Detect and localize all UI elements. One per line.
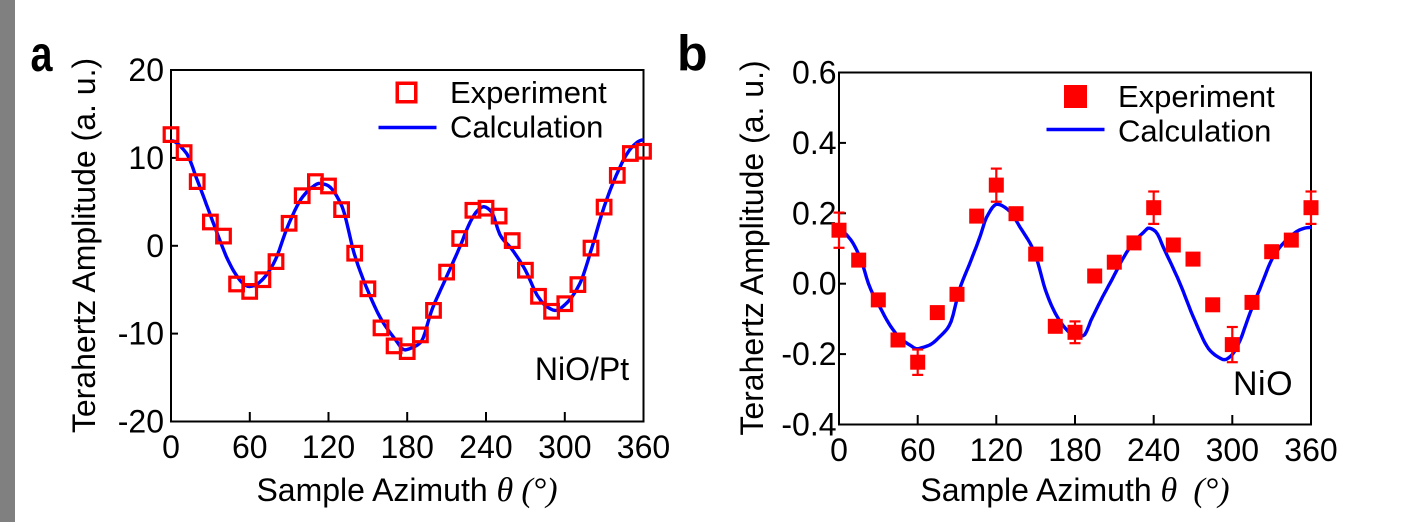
svg-text:Experiment: Experiment — [450, 75, 607, 110]
svg-text:0.0: 0.0 — [792, 266, 836, 302]
svg-text:Terahertz Amplitude (a. u.): Terahertz Amplitude (a. u.) — [66, 58, 102, 433]
svg-text:60: 60 — [900, 432, 936, 468]
svg-text:Sample Azimuth θ (°): Sample Azimuth θ (°) — [256, 472, 557, 509]
svg-text:0.2: 0.2 — [792, 195, 836, 231]
svg-text:-0.4: -0.4 — [781, 407, 836, 443]
svg-text:Experiment: Experiment — [1118, 79, 1275, 114]
svg-text:180: 180 — [381, 429, 434, 465]
svg-text:60: 60 — [232, 429, 268, 465]
svg-text:0: 0 — [146, 228, 164, 264]
svg-text:20: 20 — [128, 52, 164, 88]
svg-text:120: 120 — [970, 432, 1023, 468]
svg-text:180: 180 — [1048, 432, 1101, 468]
svg-text:NiO/Pt: NiO/Pt — [535, 351, 629, 387]
svg-text:300: 300 — [538, 429, 591, 465]
svg-text:0: 0 — [162, 429, 180, 465]
svg-text:240: 240 — [459, 429, 512, 465]
svg-text:Calculation: Calculation — [1118, 114, 1271, 149]
svg-text:0: 0 — [830, 432, 848, 468]
svg-text:0.6: 0.6 — [792, 55, 836, 91]
svg-text:b: b — [677, 26, 708, 82]
svg-text:-20: -20 — [118, 404, 164, 440]
svg-text:a: a — [31, 26, 54, 82]
svg-text:120: 120 — [302, 429, 355, 465]
svg-text:240: 240 — [1127, 432, 1180, 468]
svg-text:-0.2: -0.2 — [781, 336, 836, 372]
svg-text:300: 300 — [1206, 432, 1259, 468]
svg-text:Sample Azimuth θ (°): Sample Azimuth θ (°) — [920, 472, 1229, 509]
svg-text:NiO: NiO — [1233, 365, 1293, 403]
svg-text:360: 360 — [1284, 432, 1337, 468]
svg-text:360: 360 — [617, 429, 670, 465]
svg-text:Terahertz Amplitude (a. u.): Terahertz Amplitude (a. u.) — [734, 60, 770, 435]
svg-text:10: 10 — [128, 140, 164, 176]
svg-text:-10: -10 — [118, 316, 164, 352]
svg-text:0.4: 0.4 — [792, 125, 836, 161]
svg-text:Calculation: Calculation — [450, 110, 603, 145]
